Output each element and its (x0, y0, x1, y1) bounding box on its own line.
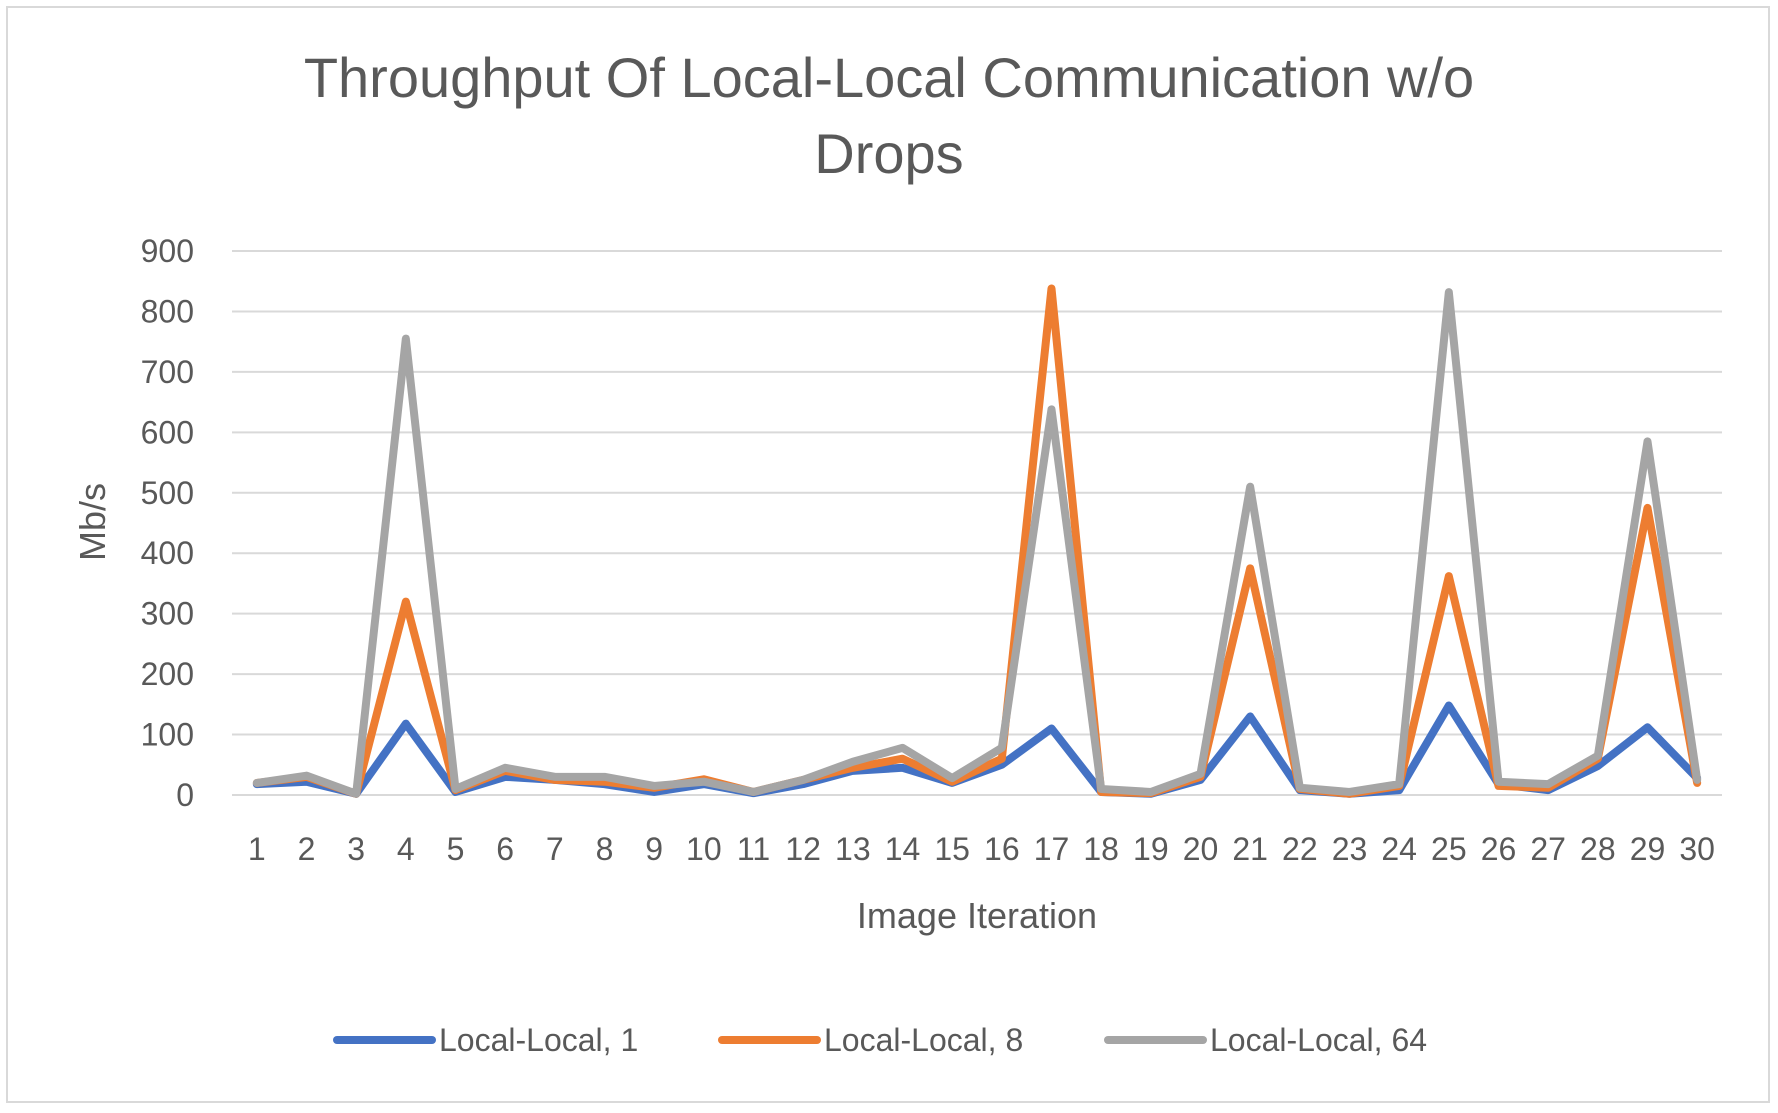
x-tick-label: 26 (1481, 831, 1517, 867)
x-tick-label: 28 (1580, 831, 1616, 867)
legend-label: Local-Local, 8 (824, 1022, 1023, 1058)
x-tick-label: 4 (397, 831, 415, 867)
legend-label: Local-Local, 1 (439, 1022, 638, 1058)
x-tick-label: 22 (1282, 831, 1318, 867)
y-tick-label: 500 (141, 475, 194, 511)
x-tick-label: 20 (1183, 831, 1219, 867)
y-tick-label: 100 (141, 717, 194, 753)
x-tick-label: 21 (1232, 831, 1268, 867)
x-tick-label: 18 (1083, 831, 1119, 867)
x-tick-label: 12 (785, 831, 821, 867)
x-tick-label: 11 (737, 831, 770, 867)
x-tick-label: 16 (984, 831, 1020, 867)
legend-label: Local-Local, 64 (1210, 1022, 1427, 1058)
x-tick-label: 7 (546, 831, 564, 867)
x-tick-label: 14 (885, 831, 921, 867)
x-tick-label: 9 (645, 831, 663, 867)
x-tick-label: 30 (1679, 831, 1715, 867)
x-tick-label: 13 (835, 831, 871, 867)
y-tick-label: 900 (141, 233, 194, 269)
chart-title-line-2: Drops (814, 122, 963, 185)
gridlines (232, 250, 1722, 796)
chart-title-line-1: Throughput Of Local-Local Communication … (304, 46, 1474, 109)
y-tick-label: 300 (141, 596, 194, 632)
x-tick-label: 8 (596, 831, 614, 867)
x-tick-label: 19 (1133, 831, 1169, 867)
x-tick-label: 17 (1034, 831, 1070, 867)
series-line-2 (252, 284, 1702, 798)
y-tick-label: 700 (141, 354, 194, 390)
x-tick-label: 2 (298, 831, 316, 867)
x-tick-label: 29 (1630, 831, 1666, 867)
legend: Local-Local, 1 Local-Local, 8 Local-Local,… (333, 1022, 1427, 1058)
x-tick-label: 23 (1332, 831, 1368, 867)
x-tick-label: 25 (1431, 831, 1467, 867)
y-tick-label: 200 (141, 656, 194, 692)
x-tick-label: 3 (347, 831, 365, 867)
x-tick-label: 1 (248, 831, 266, 867)
y-axis-ticks: 0 100 200 300 400 500 600 700 800 900 (141, 233, 194, 813)
x-tick-label: 27 (1530, 831, 1566, 867)
y-tick-label: 0 (176, 777, 194, 813)
x-tick-label: 15 (934, 831, 970, 867)
series-line-3 (252, 288, 1702, 798)
y-tick-label: 800 (141, 293, 194, 329)
x-tick-label: 6 (496, 831, 514, 867)
series-lines (252, 284, 1702, 798)
y-tick-label: 400 (141, 535, 194, 571)
x-tick-label: 24 (1381, 831, 1417, 867)
x-axis-label: Image Iteration (857, 895, 1097, 936)
y-tick-label: 600 (141, 414, 194, 450)
x-tick-label: 5 (447, 831, 465, 867)
y-axis-label: Mb/s (72, 483, 113, 561)
x-axis-ticks: 1 2 3 4 5 6 7 8 9 10 11 12 13 14 15 16 17 18 19 20 21 22 23 24 2… (248, 831, 1715, 867)
x-tick-label: 10 (686, 831, 722, 867)
